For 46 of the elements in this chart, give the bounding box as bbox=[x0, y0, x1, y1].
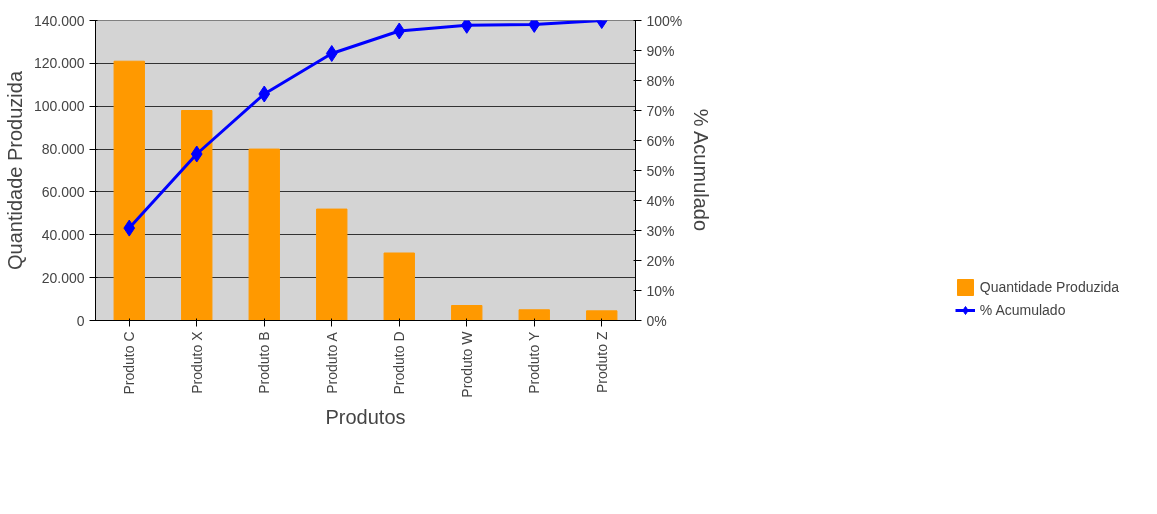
point bbox=[393, 22, 406, 40]
y2-tick-label: 60% bbox=[646, 132, 675, 149]
y-tick-label: 0 bbox=[76, 312, 85, 329]
y-axis-title: Quantidade Produzida bbox=[3, 70, 26, 271]
bar bbox=[383, 252, 415, 321]
x-axis-title: Produtos bbox=[325, 405, 406, 428]
y-tick-label: 100.000 bbox=[33, 98, 85, 115]
bar bbox=[181, 110, 213, 321]
x-tick-label: Produto B bbox=[256, 331, 273, 394]
point bbox=[190, 145, 203, 163]
legend-label: Quantidade Produzida bbox=[979, 279, 1120, 295]
y-tick-label: 120.000 bbox=[33, 55, 85, 72]
bar bbox=[518, 309, 550, 321]
y2-tick-label: 0% bbox=[646, 312, 667, 329]
y2-tick-label: 50% bbox=[646, 162, 675, 179]
y2-tick-label: 40% bbox=[646, 192, 675, 209]
y2-tick-label: 10% bbox=[646, 282, 675, 299]
x-tick-label: Produto X bbox=[188, 330, 205, 394]
x-tick-label: Produto A bbox=[323, 331, 340, 394]
y2-tick-label: 100% bbox=[646, 12, 683, 29]
y-tick-label: 140.000 bbox=[33, 12, 85, 29]
y2-axis-title: % Acumulado bbox=[690, 108, 713, 232]
x-tick-label: Produto C bbox=[121, 331, 138, 395]
bar bbox=[451, 305, 483, 321]
legend-label: % Acumulado bbox=[979, 302, 1066, 318]
y-tick-label: 80.000 bbox=[41, 141, 85, 158]
point bbox=[123, 219, 136, 237]
y-tick-label: 60.000 bbox=[41, 183, 85, 200]
point bbox=[325, 45, 338, 62]
x-tick-label: Produto W bbox=[458, 330, 475, 398]
bar bbox=[248, 148, 280, 321]
bar bbox=[586, 310, 618, 321]
point bbox=[258, 85, 271, 103]
y2-tick-label: 30% bbox=[646, 222, 675, 239]
y2-tick-label: 20% bbox=[646, 252, 675, 269]
point bbox=[460, 20, 473, 34]
y-tick-label: 40.000 bbox=[41, 226, 85, 243]
x-tick-label: Produto Z bbox=[593, 331, 610, 393]
y2-tick-label: 70% bbox=[646, 102, 675, 119]
x-tick-label: Produto Y bbox=[526, 331, 543, 394]
bar bbox=[113, 60, 145, 321]
y2-tick-label: 90% bbox=[646, 42, 675, 59]
y2-tick-label: 80% bbox=[646, 72, 675, 89]
y-tick-label: 20.000 bbox=[41, 269, 85, 286]
bar bbox=[316, 208, 348, 321]
x-tick-label: Produto D bbox=[391, 331, 408, 395]
